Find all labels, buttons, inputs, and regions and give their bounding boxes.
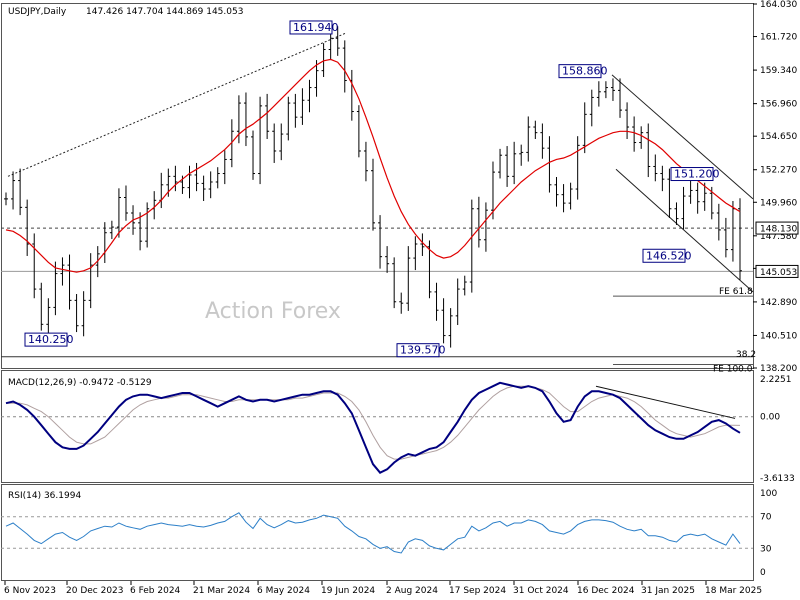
macd-divergence-line bbox=[595, 385, 736, 419]
low-label-139570-box bbox=[396, 343, 440, 358]
x-tick-label: 31 Jan 2025 bbox=[641, 586, 695, 596]
y-tick-label: 149.960 bbox=[760, 198, 797, 208]
y-tick-label: 142.890 bbox=[760, 298, 797, 308]
moving-average-line bbox=[5, 58, 741, 273]
rsi-tick-label: 70 bbox=[760, 513, 772, 523]
macd-tick-label: 0.00 bbox=[760, 413, 780, 423]
x-tick-label: 6 May 2024 bbox=[257, 586, 310, 596]
last-price-flag: 145.053 bbox=[760, 268, 797, 278]
price-panel bbox=[1, 3, 754, 369]
macd-tick-label: 2.2251 bbox=[760, 375, 792, 385]
y-tick-label: 147.580 bbox=[760, 232, 797, 242]
channel-lower-line bbox=[615, 168, 754, 293]
y-tick-label: 154.650 bbox=[760, 132, 797, 142]
rsi-title: RSI(14) 36.1994 bbox=[8, 491, 81, 501]
label-151200-box bbox=[670, 167, 714, 182]
high-label-158860-box bbox=[558, 64, 602, 79]
level-flag-box bbox=[755, 221, 799, 235]
y-tick-label: 140.510 bbox=[760, 331, 797, 341]
y-tick-label: 138.200 bbox=[760, 364, 797, 374]
x-tick-label: 19 Jun 2024 bbox=[321, 586, 375, 596]
rsi-tick-label: 30 bbox=[760, 544, 772, 554]
x-tick-label: 18 Mar 2025 bbox=[705, 586, 762, 596]
macd-tick-label: -3.6133 bbox=[760, 474, 795, 484]
x-tick-label: 21 Mar 2024 bbox=[193, 586, 250, 596]
rsi-line bbox=[5, 512, 741, 554]
rsi-tick-label: 100 bbox=[760, 489, 777, 499]
low-label-146520: 146.520 bbox=[646, 249, 692, 262]
rsi-panel bbox=[1, 484, 754, 581]
x-tick-label: 16 Dec 2024 bbox=[577, 586, 635, 596]
watermark: Action Forex bbox=[205, 299, 341, 324]
fib-label-382: 38.2 bbox=[736, 350, 756, 360]
x-tick-label: 20 Dec 2023 bbox=[66, 586, 124, 596]
rsi-tick-label: 0 bbox=[760, 568, 766, 578]
macd-signal-line bbox=[6, 385, 741, 460]
x-tick-label: 17 Sep 2024 bbox=[449, 586, 506, 596]
low-label-146520-box bbox=[642, 248, 686, 263]
channel-upper-line bbox=[611, 74, 754, 200]
label-151200: 151.200 bbox=[674, 168, 720, 181]
y-tick-label: 161.720 bbox=[760, 33, 797, 43]
macd-line bbox=[5, 381, 741, 474]
chart-ohlc: 147.426 147.704 144.869 145.053 bbox=[86, 7, 243, 17]
y-tick-label: 152.270 bbox=[760, 166, 797, 176]
high-label-161940: 161.940 bbox=[293, 21, 339, 34]
chart-symbol: USDJPY,Daily bbox=[8, 7, 67, 17]
y-tick-label: 156.960 bbox=[760, 100, 797, 110]
y-tick-label: 164.030 bbox=[760, 0, 797, 10]
low-label-139570: 139.570 bbox=[400, 344, 446, 357]
x-tick-label: 2 Aug 2024 bbox=[386, 586, 438, 596]
low-label-140250-box bbox=[24, 332, 68, 347]
x-tick-label: 6 Nov 2023 bbox=[4, 586, 56, 596]
rising-trendline bbox=[7, 32, 346, 177]
fib-label-100: FE 100.0 bbox=[713, 364, 753, 374]
high-label-161940-box bbox=[289, 20, 333, 35]
y-tick-label: 159.340 bbox=[760, 66, 797, 76]
x-tick-label: 6 Feb 2024 bbox=[130, 586, 181, 596]
macd-title: MACD(12,26,9) -0.9472 -0.5129 bbox=[8, 378, 152, 388]
high-label-158860: 158.860 bbox=[562, 65, 608, 78]
fib-label-618: FE 61.8 bbox=[719, 287, 753, 297]
level-flag: 148.130 bbox=[760, 225, 797, 235]
macd-panel bbox=[1, 370, 754, 483]
x-tick-label: 31 Oct 2024 bbox=[513, 586, 569, 596]
last-price-flag-box bbox=[755, 264, 799, 278]
low-label-140250: 140.250 bbox=[28, 333, 74, 346]
